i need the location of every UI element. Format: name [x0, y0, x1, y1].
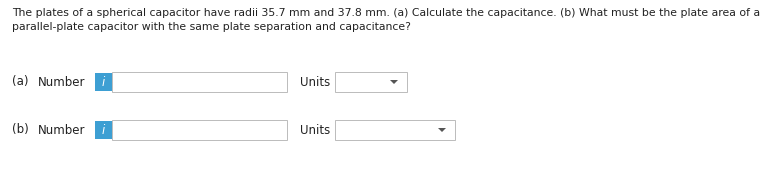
Text: i: i [102, 123, 105, 136]
Polygon shape [438, 128, 446, 132]
Text: (b): (b) [12, 123, 29, 136]
Text: The plates of a spherical capacitor have radii 35.7 mm and 37.8 mm. (a) Calculat: The plates of a spherical capacitor have… [12, 8, 760, 18]
FancyBboxPatch shape [95, 73, 112, 91]
Polygon shape [390, 80, 398, 84]
Text: Units: Units [300, 76, 330, 89]
Text: (a): (a) [12, 76, 28, 89]
FancyBboxPatch shape [335, 72, 407, 92]
FancyBboxPatch shape [112, 120, 287, 140]
Text: i: i [102, 76, 105, 89]
Text: Number: Number [38, 76, 85, 89]
FancyBboxPatch shape [112, 72, 287, 92]
FancyBboxPatch shape [335, 120, 455, 140]
FancyBboxPatch shape [95, 121, 112, 139]
Text: parallel-plate capacitor with the same plate separation and capacitance?: parallel-plate capacitor with the same p… [12, 22, 411, 32]
Text: Units: Units [300, 123, 330, 136]
Text: Number: Number [38, 123, 85, 136]
